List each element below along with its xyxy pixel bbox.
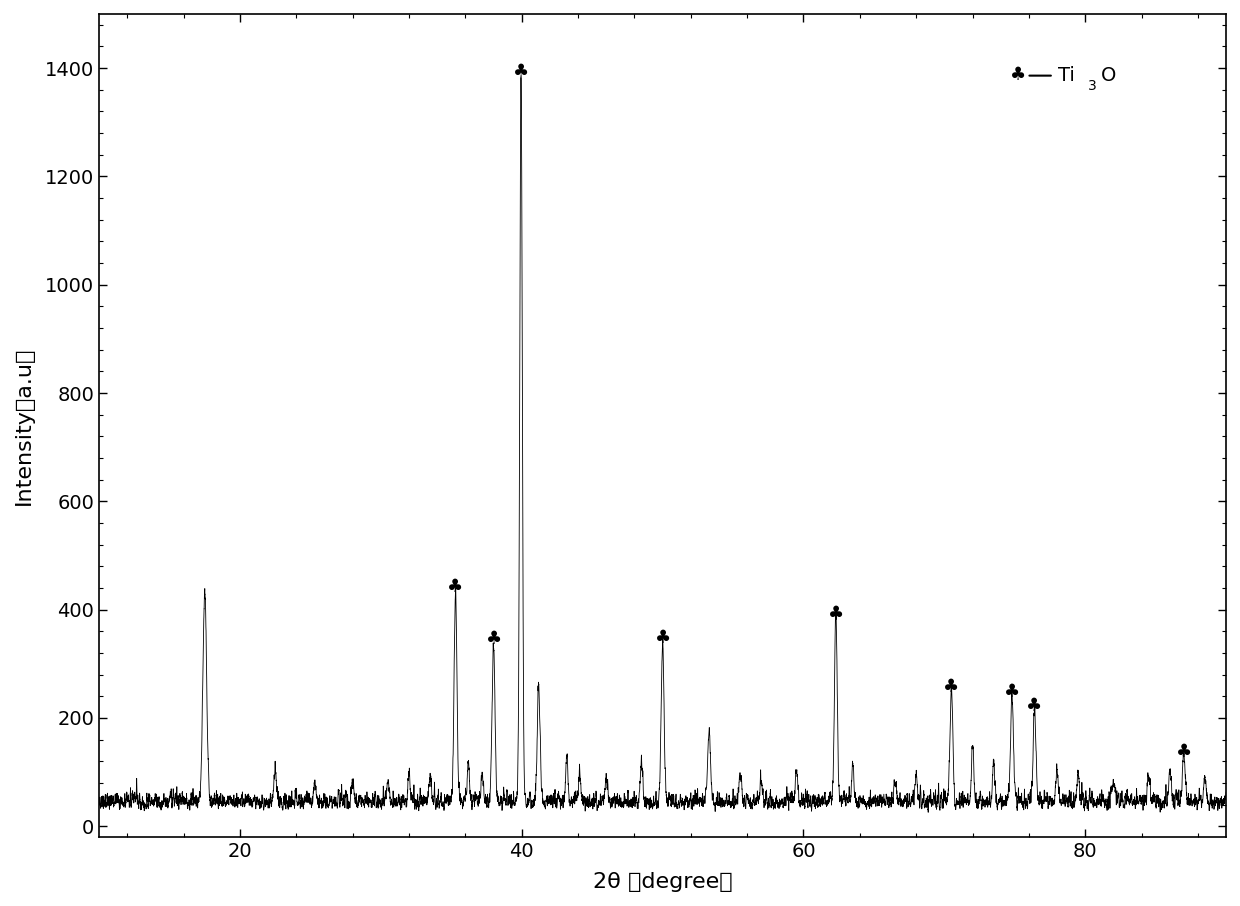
Text: Ti: Ti — [1058, 66, 1075, 85]
Text: ♣: ♣ — [1176, 743, 1192, 761]
Y-axis label: Intensity（a.u）: Intensity（a.u） — [14, 346, 33, 505]
Text: ♣: ♣ — [1027, 698, 1043, 715]
Text: O: O — [1101, 66, 1116, 85]
Text: ♣: ♣ — [448, 578, 464, 596]
X-axis label: 2θ （degree）: 2θ （degree） — [593, 872, 733, 892]
Text: ♣: ♣ — [1004, 684, 1021, 702]
Text: ♣: ♣ — [1009, 67, 1025, 84]
Text: ♣: ♣ — [486, 631, 502, 649]
Text: ♣: ♣ — [944, 679, 960, 697]
Text: ♣: ♣ — [513, 63, 529, 82]
Text: ♣: ♣ — [655, 630, 671, 648]
Text: ♣: ♣ — [828, 605, 844, 623]
Text: 3: 3 — [1087, 79, 1096, 92]
